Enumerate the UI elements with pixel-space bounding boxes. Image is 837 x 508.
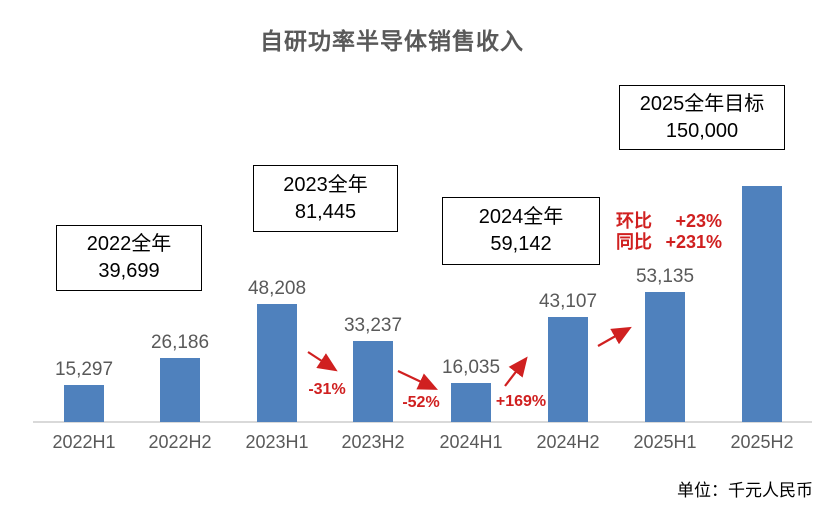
bar-group-2022h1: 15,297 <box>36 358 132 422</box>
x-axis-line <box>33 421 812 423</box>
x-axis-label: 2023H2 <box>341 432 405 452</box>
x-axis-label: 2025H2 <box>730 432 794 452</box>
annotation-value: 81,445 <box>294 200 357 223</box>
growth-label-minus52: -52% <box>402 394 440 411</box>
x-axis-label: 2025H1 <box>633 432 697 452</box>
annotation-year: 2023全年 <box>283 173 368 196</box>
bar <box>645 292 685 422</box>
bar-group-2025h1: 53,135 <box>617 267 713 422</box>
bar-value-label: 16,035 <box>441 356 501 378</box>
x-axis-label: 2022H2 <box>148 432 212 452</box>
hoh-rate-row: 环比 +23% <box>616 211 722 232</box>
bar <box>353 340 393 422</box>
bar-group-2022h2: 26,186 <box>132 333 228 422</box>
bar-group-2023h1: 48,208 <box>229 279 325 422</box>
bar-group-2025h2 <box>714 181 810 422</box>
x-axis-label: 2022H1 <box>52 432 116 452</box>
x-axis-label: 2023H1 <box>245 432 309 452</box>
annotation-year: 2022全年 <box>86 233 172 255</box>
bar <box>257 304 297 422</box>
annotation-value: 150,000 <box>665 119 739 142</box>
yoy-rate-row: 同比 +231% <box>616 232 722 253</box>
hoh-rate-label: 环比 <box>616 211 652 231</box>
hoh-rate-value: +23% <box>675 211 722 231</box>
yoy-rate-label: 同比 <box>616 232 652 252</box>
unit-note: 单位：千元人民币 <box>677 481 813 500</box>
bar-group-2023h2: 33,237 <box>325 314 421 422</box>
bar <box>64 384 104 422</box>
bar-group-2024h2: 43,107 <box>520 290 616 422</box>
bar <box>451 382 491 422</box>
bar-value-label: 48,208 <box>247 278 307 300</box>
bar <box>742 185 782 422</box>
chart-title: 自研功率半导体销售收入 <box>260 28 524 54</box>
annotation-value: 59,142 <box>490 233 552 255</box>
yoy-rate-value: +231% <box>665 232 722 252</box>
x-axis-label: 2024H1 <box>439 432 503 452</box>
bar-value-label: 53,135 <box>635 266 695 288</box>
bar-value-label: 33,237 <box>343 314 403 336</box>
bar <box>548 316 588 422</box>
annotation-box-2024-total: 2024全年 59,142 <box>442 197 600 265</box>
bar-group-2024h1: 16,035 <box>423 356 519 422</box>
annotation-box-2023-total: 2023全年 81,445 <box>253 165 398 232</box>
bar-value-label: 26,186 <box>150 332 210 354</box>
annotation-year: 2024全年 <box>478 206 564 228</box>
bar-value-label: 43,107 <box>538 290 598 312</box>
annotation-value: 39,699 <box>98 260 160 282</box>
x-axis-label: 2024H2 <box>536 432 600 452</box>
bar <box>160 358 200 422</box>
annotation-box-2022-total: 2022全年 39,699 <box>56 225 202 291</box>
growth-rates-block: 环比 +23% 同比 +231% <box>616 211 722 253</box>
annotation-year: 2025全年目标 <box>639 92 765 115</box>
growth-label-plus169: +169% <box>495 393 547 410</box>
annotation-box-2025-target: 2025全年目标 150,000 <box>619 85 785 150</box>
growth-label-minus31: -31% <box>308 381 346 398</box>
bar-value-label: 15,297 <box>54 358 114 380</box>
